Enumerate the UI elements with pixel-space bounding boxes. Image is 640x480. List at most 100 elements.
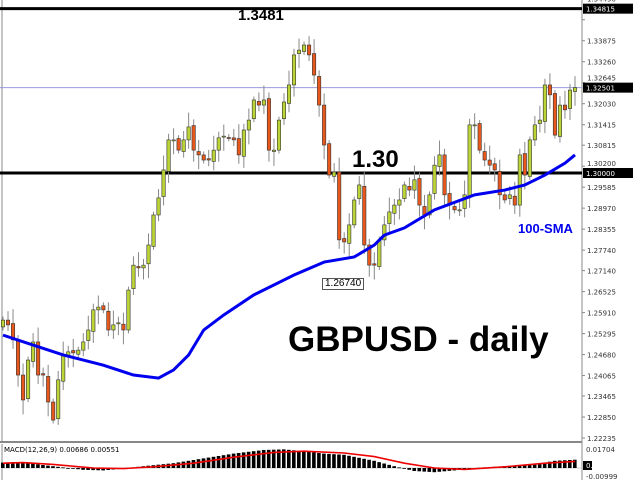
bear-candle: [106, 310, 111, 331]
bull-candle: [412, 179, 417, 191]
macd-bar: [292, 450, 296, 468]
macd-bar: [66, 468, 70, 469]
macd-bar: [317, 453, 321, 468]
bull-candle: [557, 104, 562, 137]
bull-candle: [377, 239, 382, 267]
bull-candle: [221, 135, 226, 138]
y-tick-label: 1.24065: [587, 373, 616, 381]
bull-candle: [572, 87, 577, 92]
bull-candle: [302, 44, 307, 52]
bear-candle: [417, 178, 422, 206]
y-tick-label: 1.31415: [587, 122, 616, 130]
bear-candle: [231, 137, 236, 141]
bear-candle: [317, 76, 322, 106]
macd-label: MACD(12,26,9) 0.00686 0.00551: [4, 446, 120, 454]
bear-candle: [477, 123, 482, 151]
macd-bar: [387, 464, 391, 468]
bull-candle: [542, 84, 547, 122]
bear-candle: [21, 374, 26, 401]
bull-candle: [156, 197, 161, 216]
bull-candle: [532, 124, 537, 141]
macd-tick-label: -0.00999: [586, 473, 617, 480]
bull-candle: [437, 154, 442, 167]
macd-bar: [567, 459, 572, 468]
macd-bar: [231, 453, 236, 468]
y-tick-label: 1.33260: [587, 59, 616, 67]
bull-candle: [251, 99, 256, 120]
macd-bar: [312, 452, 316, 468]
bear-candle: [176, 138, 181, 151]
bear-candle: [497, 170, 502, 196]
bear-candle: [552, 93, 557, 136]
macd-bar: [297, 450, 301, 468]
macd-bar: [302, 451, 306, 468]
macd-bar: [362, 458, 366, 468]
macd-bar: [76, 468, 80, 470]
bull-candle: [271, 149, 276, 152]
macd-bar: [71, 468, 75, 469]
macd-bar: [552, 460, 557, 468]
macd-bar: [573, 459, 577, 468]
macd-bar: [382, 463, 386, 468]
macd-bar: [322, 453, 326, 468]
bear-candle: [512, 195, 517, 206]
bull-candle: [86, 329, 91, 341]
macd-bar: [307, 451, 311, 468]
bull-candle: [276, 119, 281, 151]
macd-bar: [281, 449, 286, 468]
bull-candle: [507, 194, 512, 199]
macd-bar: [211, 456, 216, 468]
bull-candle: [81, 341, 86, 351]
macd-bar: [206, 457, 211, 468]
bear-candle: [36, 341, 41, 376]
macd-bar: [196, 459, 201, 468]
bull-candle: [537, 119, 542, 124]
bull-candle: [26, 359, 31, 399]
bull-candle: [467, 124, 472, 197]
macd-bar: [56, 466, 60, 468]
bull-candle: [387, 211, 392, 224]
macd-bar: [547, 461, 552, 468]
y-tick-label: 1.34490: [587, 0, 616, 4]
y-tick-label: 1.30200: [587, 160, 616, 168]
bull-candle: [517, 154, 522, 206]
macd-bar: [442, 468, 447, 472]
bull-candle: [332, 171, 337, 177]
macd-bar: [221, 455, 226, 468]
bear-candle: [452, 206, 457, 211]
macd-bar: [357, 457, 361, 468]
macd-bar: [46, 465, 50, 468]
bear-candle: [41, 373, 46, 376]
bull-candle: [261, 99, 266, 106]
bear-candle: [562, 104, 567, 111]
macd-bar: [256, 450, 261, 468]
bull-candle: [457, 209, 462, 212]
bear-candle: [206, 158, 211, 161]
macd-bar: [532, 464, 537, 468]
macd-bar: [557, 460, 562, 468]
bear-candle: [46, 376, 51, 403]
bear-candle: [442, 154, 447, 196]
level-annotation: 1.30: [352, 146, 399, 173]
macd-bar: [41, 465, 45, 468]
bull-candle: [241, 129, 246, 157]
macd-bar: [261, 450, 266, 468]
bull-candle: [286, 84, 291, 104]
y-tick-label: 1.24680: [587, 352, 616, 360]
macd-bar: [11, 462, 15, 468]
macd-bar: [542, 462, 547, 468]
bull-candle: [567, 89, 572, 109]
macd-bar: [1, 462, 5, 468]
bull-candle: [166, 139, 171, 172]
level-tag: [583, 168, 633, 178]
bull-candle: [31, 341, 36, 362]
bull-candle: [76, 349, 81, 355]
bull-candle: [61, 355, 66, 382]
bear-candle: [407, 186, 412, 191]
bear-candle: [312, 53, 317, 76]
bull-candle: [402, 184, 407, 199]
y-tick-label: 1.32645: [587, 75, 616, 83]
macd-bar: [537, 463, 542, 468]
